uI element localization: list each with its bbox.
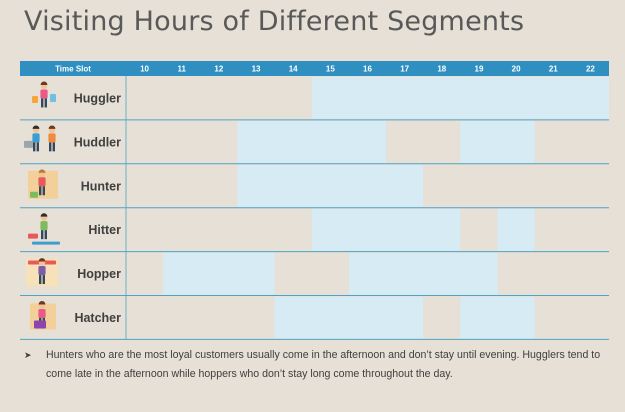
person-icon (48, 125, 56, 152)
hour-tick-label: 18 (437, 65, 446, 74)
segment-label: Hunter (81, 179, 121, 193)
segment-visiting-hours-chart: Time Slot 10 11 12 13 14 15 16 17 18 19 20 21 22 Huggl… (20, 61, 609, 340)
person-icon (38, 169, 46, 196)
header-bar (20, 61, 609, 76)
floor-mat-icon (32, 241, 60, 245)
segment-label: Hatcher (74, 311, 121, 325)
cart-icon (24, 140, 33, 148)
person-icon (38, 258, 46, 285)
shopper-with-bags-icon (40, 81, 48, 108)
visit-span-huggler (311, 77, 609, 119)
visit-span-hatcher (460, 296, 535, 339)
chair-icon (34, 320, 46, 329)
hour-tick-label: 19 (475, 65, 484, 74)
visit-span-huddler (237, 120, 387, 163)
couple-with-cart-icon (32, 125, 40, 152)
segment-label: Huddler (74, 135, 121, 149)
hour-tick-label: 11 (177, 65, 186, 74)
page-title: Visiting Hours of Different Segments (24, 6, 525, 37)
header-label: Time Slot (55, 65, 91, 74)
segment-label: Huggler (74, 91, 121, 105)
visit-span-hopper (163, 252, 275, 295)
shopping-bag-icon (32, 95, 38, 103)
footnote: ➤ Hunters who are the most loyal custome… (24, 346, 604, 384)
visit-span-hopper (348, 252, 498, 295)
hour-tick-label: 14 (289, 65, 298, 74)
hour-tick-label: 17 (400, 65, 409, 74)
hour-tick-label: 12 (214, 65, 223, 74)
shopper-with-basket-icon (40, 213, 48, 240)
bullet-arrow-icon: ➤ (24, 350, 32, 360)
footnote-text: Hunters who are the most loyal customers… (46, 349, 601, 380)
visit-span-hatcher (274, 296, 424, 339)
visit-span-hunter (237, 164, 424, 207)
hour-tick-label: 13 (252, 65, 261, 74)
visit-span-huddler (460, 120, 535, 163)
hour-tick-label: 15 (326, 65, 335, 74)
basket-icon (28, 233, 38, 239)
segment-label: Hitter (88, 223, 121, 237)
hour-tick-label: 22 (586, 65, 595, 74)
hour-tick-label: 20 (512, 65, 521, 74)
visit-span-hitter (311, 208, 461, 251)
segment-label: Hopper (77, 267, 121, 281)
product-box-icon (30, 191, 38, 198)
hour-tick-label: 10 (140, 65, 149, 74)
hour-tick-label: 16 (363, 65, 372, 74)
shopping-bag-icon (50, 93, 56, 102)
hour-tick-label: 21 (549, 65, 558, 74)
visit-span-hitter (497, 208, 535, 251)
